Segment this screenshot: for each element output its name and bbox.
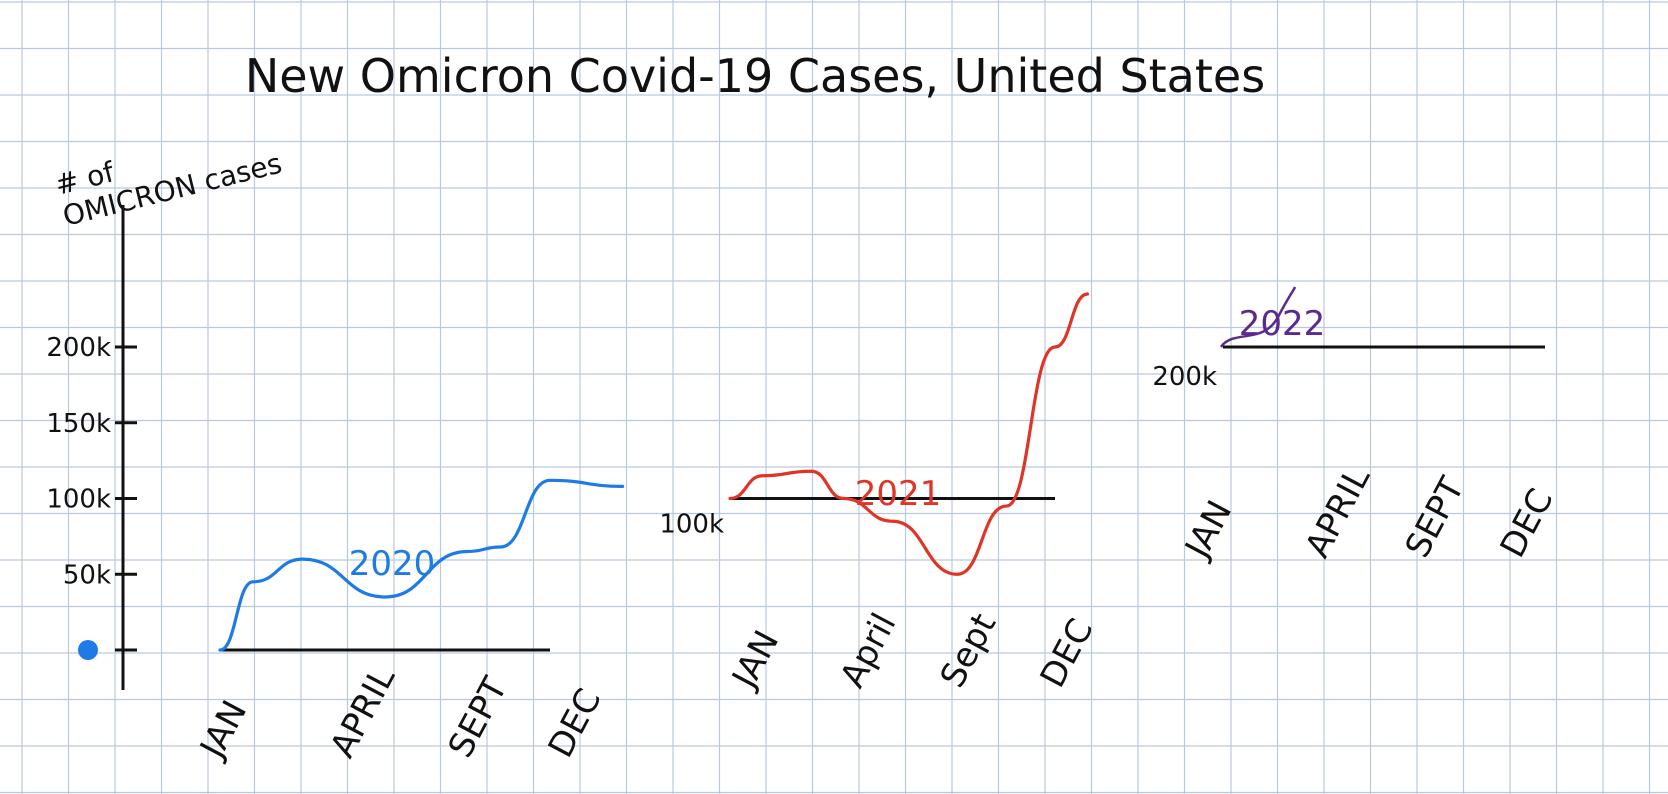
series-line-2021 — [728, 292, 1090, 576]
month-label: APRIL — [323, 660, 404, 764]
panel-2020: 2020 JAN APRIL SEPT DEC — [192, 478, 625, 766]
series-line-2020 — [218, 478, 625, 652]
y-axis: 50k 100k 150k 200k — [46, 205, 137, 690]
month-label: APRIL — [1298, 460, 1379, 564]
year-pointer-2022 — [1219, 286, 1297, 348]
y-tick-label: 200k — [46, 333, 111, 363]
y-tick-label: 100k — [46, 485, 111, 515]
month-label: Sept — [933, 607, 1005, 694]
month-label: April — [833, 607, 905, 694]
baseline-label-2022: 200k — [1152, 362, 1217, 392]
year-label-2021: 2021 — [855, 474, 942, 514]
chart-title: New Omicron Covid-19 Cases, United State… — [245, 49, 1265, 103]
y-axis-label: # ofOMICRON cases — [52, 116, 285, 233]
y-tick-label: 50k — [63, 560, 111, 590]
month-label: SEPT — [1398, 471, 1473, 564]
chart-panels: 2020 JAN APRIL SEPT DEC 100k 2021 JAN April Sept D… — [192, 286, 1562, 766]
month-label: JAN — [192, 694, 256, 766]
y-tick-label: 150k — [46, 409, 111, 439]
year-label-2020: 2020 — [349, 544, 436, 584]
month-label: DEC — [1493, 482, 1562, 564]
month-label: SEPT — [441, 671, 516, 764]
month-label: DEC — [541, 682, 610, 764]
zero-marker — [78, 640, 98, 660]
baseline-label-2021: 100k — [659, 510, 724, 540]
month-label: JAN — [724, 624, 788, 696]
year-label-2022: 2022 — [1239, 304, 1326, 344]
